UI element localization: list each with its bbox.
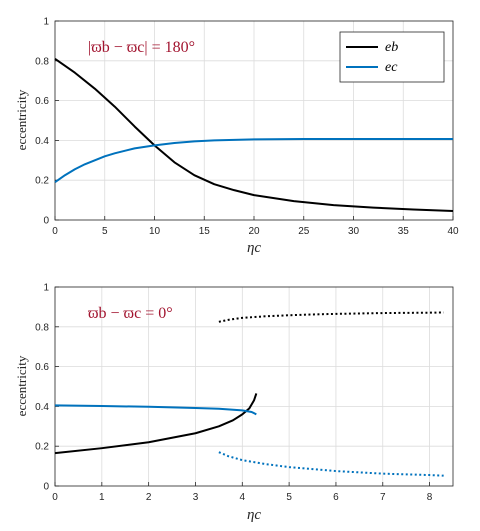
bottom-series xyxy=(54,311,444,477)
series-line-2 xyxy=(218,311,444,323)
y-tick-label: 0.8 xyxy=(35,322,49,333)
y-tick-label: 0.6 xyxy=(35,96,49,107)
bottom-plot-frame xyxy=(54,286,454,487)
series-line-0 xyxy=(54,393,258,455)
series-line-3 xyxy=(218,451,444,477)
bottom-panel: 0 1 2 3 4 5 6 7 8 0 0.2 0.4 0.6 0.8 1 ϖb − ϖc = 0° ecc… xyxy=(14,283,454,523)
y-tick-label: 0.6 xyxy=(35,362,49,373)
y-tick-label: 0.2 xyxy=(35,442,49,453)
x-tick-label: 6 xyxy=(333,492,339,503)
x-tick-label: 10 xyxy=(149,226,161,237)
top-annotation: |ϖb − ϖc| = 180° xyxy=(88,39,195,56)
top-axis-ticks: 0 5 10 15 20 25 30 35 40 0 0.2 0.4 0.6 0.8 1 xyxy=(35,17,459,238)
x-tick-label: 7 xyxy=(380,492,386,503)
y-tick-label: 0 xyxy=(43,216,49,227)
x-tick-label: 0 xyxy=(52,492,58,503)
y-tick-label: 0.4 xyxy=(35,402,49,413)
x-tick-label: 5 xyxy=(286,492,292,503)
legend-ec-label: ec xyxy=(385,60,398,75)
legend-eb-label: eb xyxy=(385,40,398,55)
x-tick-label: 8 xyxy=(427,492,433,503)
top-panel: 0 5 10 15 20 25 30 35 40 0 0.2 0.4 0.6 0.8 1 |ϖb − ϖc|… xyxy=(14,17,459,257)
top-x-axis-label: ηc xyxy=(247,240,261,256)
x-tick-label: 4 xyxy=(240,492,246,503)
series-line-1 xyxy=(54,404,257,416)
bottom-x-axis-label: ηc xyxy=(247,507,261,523)
y-tick-label: 0.8 xyxy=(35,56,49,67)
x-tick-label: 1 xyxy=(99,492,105,503)
y-tick-label: 0.2 xyxy=(35,176,49,187)
top-y-axis-label: eccentricity xyxy=(14,89,29,150)
bottom-axis-ticks: 0 1 2 3 4 5 6 7 8 0 0.2 0.4 0.6 0.8 1 xyxy=(35,283,433,504)
y-tick-label: 0.4 xyxy=(35,136,49,147)
x-tick-label: 5 xyxy=(102,226,108,237)
x-tick-label: 35 xyxy=(398,226,410,237)
y-tick-label: 1 xyxy=(43,17,49,28)
y-tick-label: 1 xyxy=(43,283,49,294)
series-line-1 xyxy=(54,138,453,184)
bottom-y-axis-label: eccentricity xyxy=(14,355,29,416)
x-tick-label: 3 xyxy=(193,492,199,503)
x-tick-label: 25 xyxy=(298,226,310,237)
top-series xyxy=(54,57,454,213)
x-tick-label: 0 xyxy=(52,226,58,237)
x-tick-label: 15 xyxy=(199,226,211,237)
bottom-annotation: ϖb − ϖc = 0° xyxy=(88,305,173,322)
x-tick-label: 40 xyxy=(447,226,459,237)
x-tick-label: 30 xyxy=(348,226,360,237)
series-line-0 xyxy=(54,57,454,213)
x-tick-label: 20 xyxy=(248,226,260,237)
top-legend: eb ec xyxy=(339,31,445,83)
x-tick-label: 2 xyxy=(146,492,152,503)
y-tick-label: 0 xyxy=(43,482,49,493)
legend-box xyxy=(339,31,445,83)
